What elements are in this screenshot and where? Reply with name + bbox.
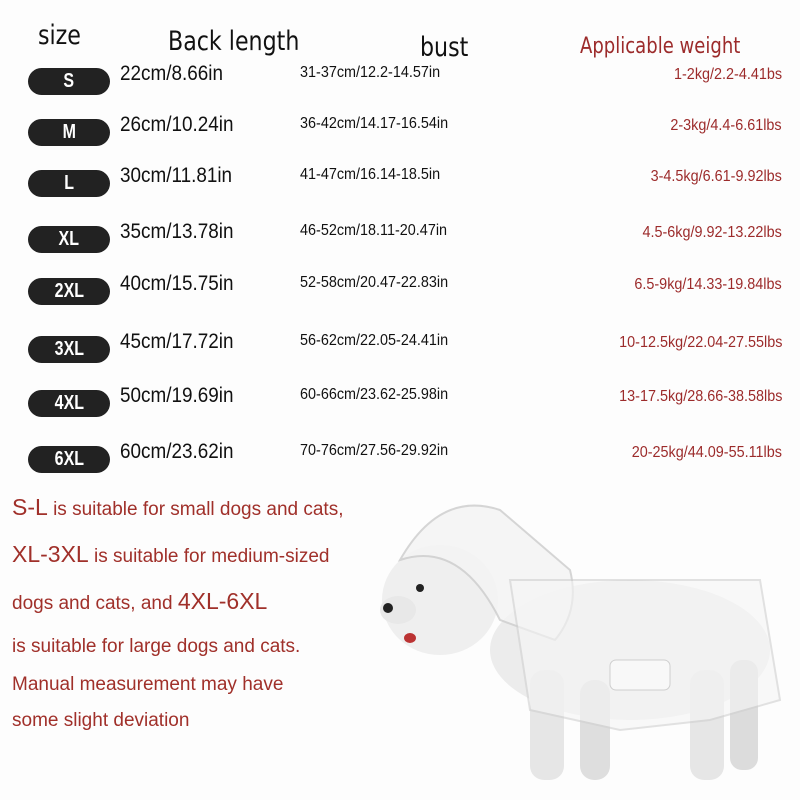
- size-row: 2XL 40cm/15.75in 52-58cm/20.47-22.83in 6…: [0, 272, 800, 312]
- size-label: M: [62, 121, 76, 143]
- back-length-value: 22cm/8.66in: [120, 62, 223, 85]
- weight-value: 13-17.5kg/28.66-38.58lbs: [618, 388, 782, 405]
- header-size: size: [38, 20, 81, 51]
- note-size-range: S-L: [12, 494, 48, 520]
- size-badge: 3XL: [28, 336, 110, 363]
- size-label: 2XL: [54, 280, 84, 302]
- note-line-5: Manual measurement may have: [12, 674, 284, 695]
- size-row: 6XL 60cm/23.62in 70-76cm/27.56-29.92in 2…: [0, 440, 800, 480]
- size-row: L 30cm/11.81in 41-47cm/16.14-18.5in 3-4.…: [0, 164, 800, 204]
- header-back-length: Back length: [168, 26, 300, 57]
- size-badge: M: [28, 119, 110, 146]
- size-label: L: [64, 172, 74, 194]
- size-badge: 2XL: [28, 278, 110, 305]
- weight-value: 3-4.5kg/6.61-9.92lbs: [650, 168, 782, 185]
- size-row: XL 35cm/13.78in 46-52cm/18.11-20.47in 4.…: [0, 220, 800, 260]
- bust-value: 41-47cm/16.14-18.5in: [300, 166, 441, 183]
- size-label: 3XL: [54, 338, 84, 360]
- size-row: 4XL 50cm/19.69in 60-66cm/23.62-25.98in 1…: [0, 384, 800, 424]
- note-text: dogs and cats, and: [12, 593, 178, 614]
- size-label: 6XL: [54, 448, 84, 470]
- note-line-6: some slight deviation: [12, 710, 190, 731]
- back-length-value: 30cm/11.81in: [120, 164, 233, 187]
- back-length-value: 45cm/17.72in: [120, 330, 234, 353]
- weight-value: 4.5-6kg/9.92-13.22lbs: [642, 224, 782, 241]
- size-badge: S: [28, 68, 110, 95]
- size-label: S: [63, 70, 75, 92]
- size-badge: 6XL: [28, 446, 110, 473]
- size-label: XL: [58, 228, 80, 250]
- note-line-2: XL-3XL is suitable for medium-sized: [12, 541, 329, 568]
- bust-value: 60-66cm/23.62-25.98in: [300, 386, 449, 403]
- header-weight: Applicable weight: [580, 34, 741, 59]
- note-size-range: 4XL-6XL: [177, 588, 268, 614]
- weight-value: 1-2kg/2.2-4.41bs: [673, 66, 782, 83]
- note-text: is suitable for medium-sized: [88, 546, 330, 567]
- weight-value: 10-12.5kg/22.04-27.55lbs: [618, 334, 782, 351]
- size-row: M 26cm/10.24in 36-42cm/14.17-16.54in 2-3…: [0, 113, 800, 153]
- note-text: is suitable for small dogs and cats,: [47, 499, 344, 520]
- back-length-value: 26cm/10.24in: [120, 113, 234, 136]
- size-badge: 4XL: [28, 390, 110, 417]
- note-line-1: S-L is suitable for small dogs and cats,: [12, 494, 344, 521]
- back-length-value: 35cm/13.78in: [120, 220, 234, 243]
- bust-value: 70-76cm/27.56-29.92in: [300, 442, 449, 459]
- weight-value: 6.5-9kg/14.33-19.84lbs: [634, 276, 782, 293]
- weight-value: 2-3kg/4.4-6.61lbs: [670, 117, 782, 134]
- note-size-range: XL-3XL: [12, 541, 89, 567]
- note-line-4: is suitable for large dogs and cats.: [12, 636, 301, 657]
- back-length-value: 60cm/23.62in: [120, 440, 234, 463]
- size-badge: XL: [28, 226, 110, 253]
- size-row: 3XL 45cm/17.72in 56-62cm/22.05-24.41in 1…: [0, 330, 800, 370]
- bust-value: 36-42cm/14.17-16.54in: [300, 115, 449, 132]
- bust-value: 31-37cm/12.2-14.57in: [300, 64, 441, 81]
- note-line-3: dogs and cats, and 4XL-6XL: [12, 588, 267, 615]
- weight-value: 20-25kg/44.09-55.11lbs: [631, 444, 782, 461]
- bust-value: 56-62cm/22.05-24.41in: [300, 332, 449, 349]
- size-row: S 22cm/8.66in 31-37cm/12.2-14.57in 1-2kg…: [0, 62, 800, 102]
- bust-value: 52-58cm/20.47-22.83in: [300, 274, 449, 291]
- back-length-value: 40cm/15.75in: [120, 272, 234, 295]
- dog-in-raincoat-image: [380, 504, 782, 780]
- size-badge: L: [28, 170, 110, 197]
- header-bust: bust: [420, 32, 469, 63]
- back-length-value: 50cm/19.69in: [120, 384, 234, 407]
- size-label: 4XL: [54, 392, 84, 414]
- bust-value: 46-52cm/18.11-20.47in: [300, 222, 448, 239]
